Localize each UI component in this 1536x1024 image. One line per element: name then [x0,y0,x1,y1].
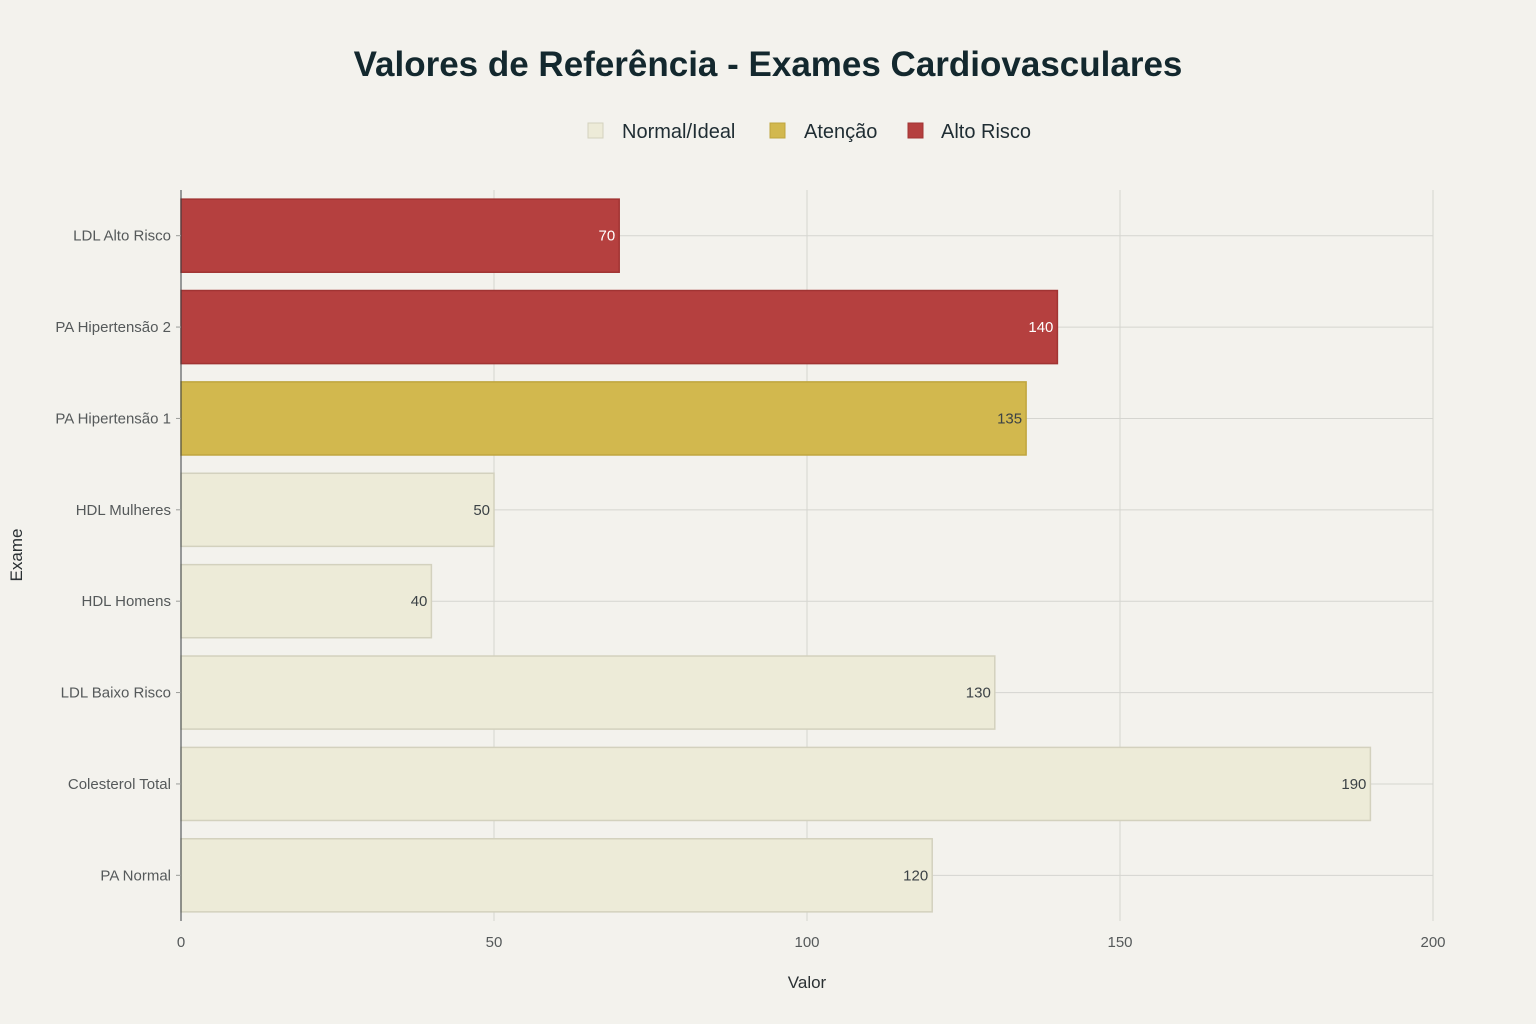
x-axis-title: Valor [788,973,827,992]
bar-group-hdl-mulheres: 50 [180,472,495,548]
bar-group-pa-hipertensao-2: 140 [180,289,1059,365]
chart-legend: Normal/Ideal Atenção Alto Risco [587,121,1031,143]
bar-pa-normal[interactable] [180,838,933,913]
bar-pa-hipertensao-1[interactable] [180,381,1027,456]
bars: 70 140 135 50 40 130 190 120 [180,198,1372,913]
y-tick-label: Colesterol Total [68,776,171,793]
legend-swatch [587,122,604,139]
bar-group-pa-normal: 120 [180,838,933,913]
legend-item-normal-ideal[interactable]: Normal/Ideal [587,121,735,143]
bar-ldl-baixo-risco[interactable] [180,655,996,730]
bar-value-label: 190 [1341,776,1366,793]
x-tick-label: 50 [486,934,503,951]
bar-value-label: 120 [903,867,928,884]
y-tick-label: LDL Baixo Risco [61,685,171,702]
legend-item-atencao[interactable]: Atenção [769,121,877,143]
bar-value-label: 40 [411,593,428,610]
bar-value-label: 70 [599,228,616,245]
bar-hdl-mulheres[interactable] [180,472,495,548]
chart-title: Valores de Referência - Exames Cardiovas… [354,45,1183,84]
bar-group-ldl-alto-risco: 70 [180,198,620,273]
bar-group-pa-hipertensao-1: 135 [180,381,1027,456]
bar-value-label: 135 [997,410,1022,427]
bar-pa-hipertensao-2[interactable] [180,289,1059,365]
bar-value-label: 130 [966,685,991,702]
x-tick-label: 200 [1420,934,1445,951]
y-tick-label: HDL Mulheres [76,502,171,519]
bar-ldl-alto-risco[interactable] [180,198,620,273]
legend-label: Normal/Ideal [622,121,735,143]
legend-label: Alto Risco [941,121,1031,143]
y-tick-label: HDL Homens [82,593,171,610]
y-tick-label: PA Hipertensão 2 [55,319,171,336]
legend-label: Atenção [804,121,877,143]
x-tick-label: 150 [1107,934,1132,951]
y-tick-label: PA Hipertensão 1 [55,410,171,427]
legend-swatch [907,122,924,139]
x-tick-label: 0 [177,934,185,951]
bar-group-colesterol-total: 190 [180,746,1372,822]
x-tick-label: 100 [794,934,819,951]
legend-swatch [769,122,786,139]
bar-group-ldl-baixo-risco: 130 [180,655,996,730]
bar-value-label: 140 [1028,319,1053,336]
y-tick-label: LDL Alto Risco [73,228,171,245]
bar-group-hdl-homens: 40 [180,563,433,639]
axes: LDL Alto Risco PA Hipertensão 2 PA Hiperte… [55,190,1446,951]
bar-colesterol-total[interactable] [180,746,1372,822]
legend-item-alto-risco[interactable]: Alto Risco [907,121,1031,143]
y-axis-title: Exame [7,529,26,582]
bar-hdl-homens[interactable] [180,563,433,639]
y-tick-label: PA Normal [100,867,171,884]
bar-value-label: 50 [473,502,490,519]
